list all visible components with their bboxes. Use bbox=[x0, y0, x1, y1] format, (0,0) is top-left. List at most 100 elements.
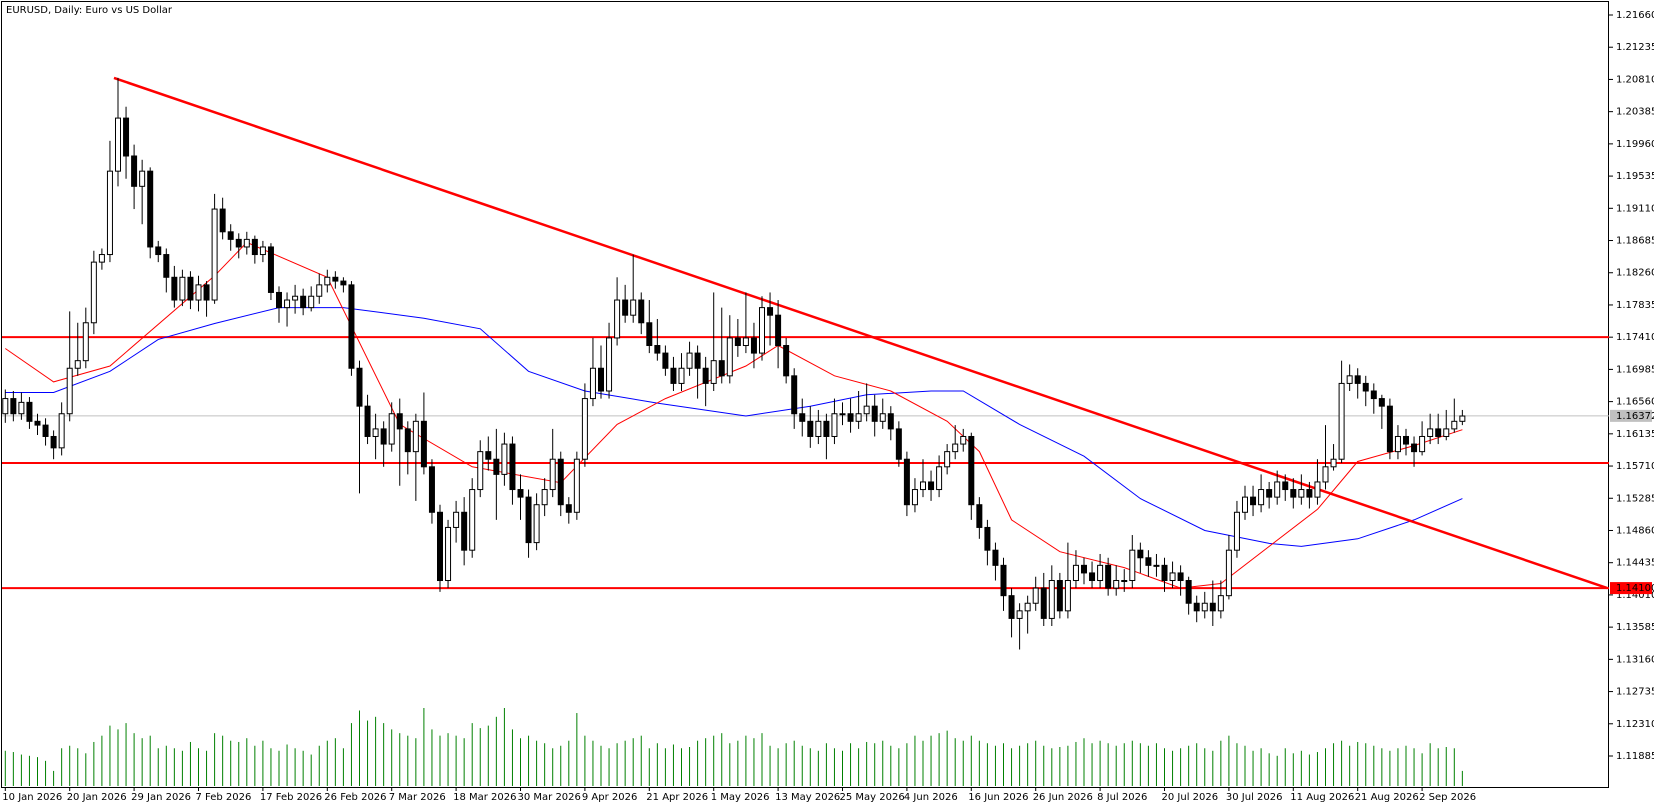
candle-body bbox=[662, 352, 669, 369]
y-tick-label: 1.19960 bbox=[1616, 139, 1654, 150]
candle-body bbox=[750, 337, 757, 354]
candle-body bbox=[581, 398, 588, 460]
candle-body bbox=[179, 276, 186, 301]
candle-body bbox=[1008, 595, 1015, 619]
candle-body bbox=[1346, 375, 1353, 384]
candle-body bbox=[887, 413, 894, 430]
candle-body bbox=[1370, 390, 1377, 400]
candle-body bbox=[131, 155, 138, 187]
candle-body bbox=[147, 170, 154, 248]
last-price-label: 1.16372 bbox=[1616, 411, 1654, 422]
candle-body bbox=[968, 435, 975, 506]
candle-body bbox=[42, 424, 49, 437]
y-tick-label: 1.14435 bbox=[1616, 558, 1654, 569]
candle-body bbox=[895, 428, 902, 460]
candle-body bbox=[139, 170, 146, 187]
candle-body bbox=[670, 367, 677, 384]
candle-body bbox=[1161, 564, 1168, 582]
candle-body bbox=[1081, 564, 1087, 574]
candle-body bbox=[1242, 496, 1248, 513]
candle-body bbox=[1419, 435, 1426, 453]
x-tick-label: 21 Apr 2026 bbox=[646, 792, 708, 803]
y-tick-label: 1.15710 bbox=[1616, 461, 1654, 472]
candle-body bbox=[1056, 580, 1063, 612]
candle-body bbox=[235, 238, 242, 248]
candle-body bbox=[308, 295, 315, 309]
candle-body bbox=[928, 481, 935, 491]
candle-body bbox=[742, 337, 749, 347]
candle-body bbox=[1201, 602, 1208, 612]
candle-body bbox=[98, 254, 105, 263]
x-tick-label: 13 May 2026 bbox=[775, 792, 840, 803]
candle-body bbox=[565, 504, 572, 513]
candle-body bbox=[243, 238, 250, 248]
candle-body bbox=[74, 360, 81, 369]
y-tick-label: 1.20810 bbox=[1616, 74, 1654, 85]
candle-body bbox=[1097, 564, 1104, 582]
candle-body bbox=[879, 413, 886, 422]
candle-body bbox=[1177, 572, 1184, 582]
candle-body bbox=[195, 284, 202, 301]
candle-body bbox=[646, 322, 653, 347]
candle-body bbox=[412, 420, 419, 453]
candle-body bbox=[549, 458, 556, 491]
y-tick-label: 1.21235 bbox=[1616, 42, 1654, 53]
candle-body bbox=[992, 549, 999, 566]
candle-body bbox=[767, 307, 774, 316]
candle-body bbox=[759, 307, 765, 354]
candle-body bbox=[1250, 496, 1257, 506]
y-tick-label: 1.18685 bbox=[1616, 236, 1654, 247]
candle-body bbox=[50, 435, 57, 449]
candle-body bbox=[1274, 481, 1281, 498]
candle-body bbox=[324, 276, 331, 286]
candle-body bbox=[517, 489, 524, 498]
candle-body bbox=[791, 375, 798, 415]
candle-body bbox=[831, 413, 838, 437]
candle-body bbox=[694, 352, 701, 369]
candle-body bbox=[1217, 595, 1224, 612]
candle-body bbox=[437, 511, 443, 582]
candle-body bbox=[1354, 375, 1361, 384]
candle-body bbox=[26, 401, 33, 422]
y-tick-label: 1.16135 bbox=[1616, 429, 1654, 440]
x-tick-label: 21 Aug 2026 bbox=[1355, 792, 1419, 803]
y-tick-label: 1.20385 bbox=[1616, 107, 1654, 118]
candle-body bbox=[171, 276, 178, 301]
candle-body bbox=[1338, 382, 1345, 460]
candle-body bbox=[461, 511, 468, 551]
candle-body bbox=[364, 405, 371, 437]
candle-body bbox=[372, 428, 379, 437]
candle-body bbox=[976, 504, 983, 528]
candle-body bbox=[445, 526, 452, 582]
y-tick-label: 1.12310 bbox=[1616, 719, 1654, 730]
x-tick-label: 20 Jul 2026 bbox=[1162, 792, 1219, 803]
candle-body bbox=[1298, 489, 1305, 498]
candle-body bbox=[783, 345, 790, 377]
candle-body bbox=[1129, 549, 1136, 582]
candle-body bbox=[1121, 580, 1128, 583]
candle-body bbox=[1113, 580, 1120, 589]
candle-body bbox=[1153, 564, 1160, 567]
x-tick-label: 4 Jun 2026 bbox=[904, 792, 958, 803]
x-tick-label: 18 Mar 2026 bbox=[453, 792, 516, 803]
y-tick-label: 1.15285 bbox=[1616, 493, 1654, 504]
x-tick-label: 10 Jan 2026 bbox=[2, 792, 62, 803]
y-tick-label: 1.16985 bbox=[1616, 364, 1654, 375]
candle-body bbox=[622, 299, 629, 316]
x-tick-label: 11 Aug 2026 bbox=[1290, 792, 1354, 803]
candle-body bbox=[1362, 382, 1369, 392]
candle-body bbox=[469, 489, 476, 551]
candle-body bbox=[203, 284, 210, 301]
candle-body bbox=[82, 322, 89, 362]
candle-body bbox=[300, 295, 307, 309]
candle-body bbox=[726, 337, 733, 377]
candle-body bbox=[533, 504, 540, 544]
x-tick-label: 26 Feb 2026 bbox=[324, 792, 386, 803]
candle-body bbox=[1330, 458, 1337, 468]
candle-body bbox=[1048, 580, 1055, 619]
candle-body bbox=[1322, 466, 1329, 483]
candle-body bbox=[630, 299, 637, 316]
candle-body bbox=[267, 246, 274, 293]
y-tick-label: 1.21660 bbox=[1616, 10, 1654, 21]
